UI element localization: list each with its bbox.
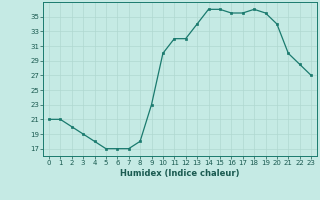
- X-axis label: Humidex (Indice chaleur): Humidex (Indice chaleur): [120, 169, 240, 178]
